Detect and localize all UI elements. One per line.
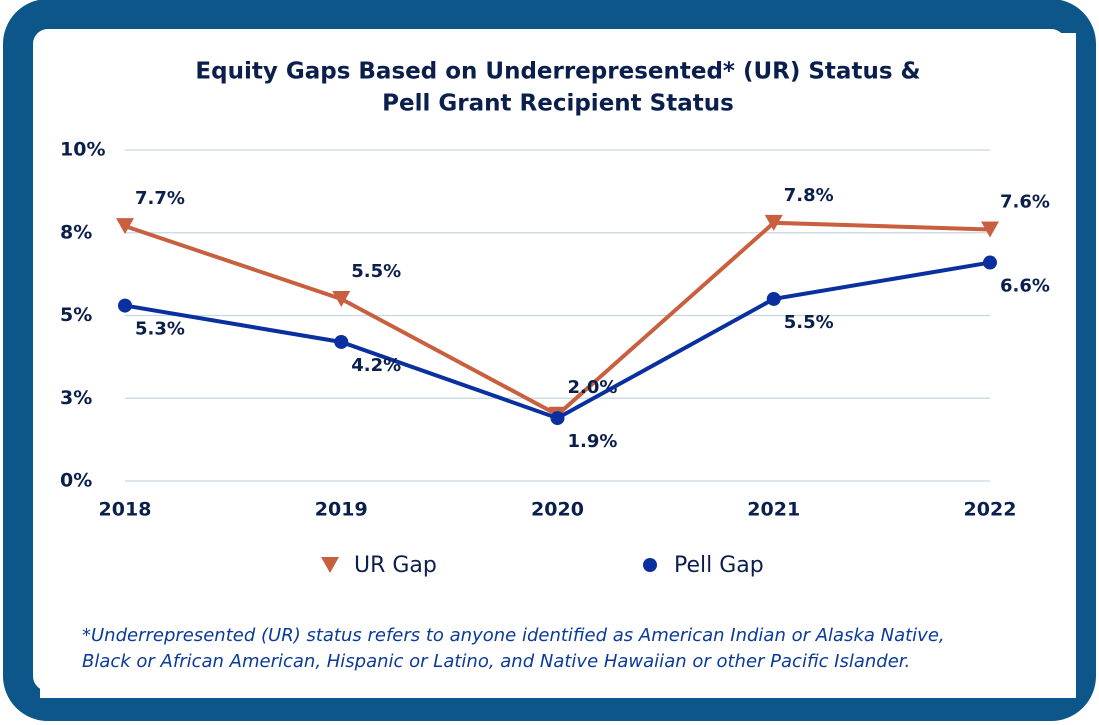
data-label: 6.6% [1000, 276, 1050, 297]
marker [766, 291, 781, 306]
y-tick-label: 8% [60, 221, 92, 243]
data-label: 4.2% [351, 355, 401, 376]
legend-label: UR Gap [354, 553, 437, 578]
y-tick-label: 0% [60, 470, 92, 492]
marker [550, 411, 565, 426]
data-label: 5.3% [135, 319, 185, 340]
marker [981, 221, 999, 238]
data-label: 5.5% [351, 261, 401, 282]
marker [332, 290, 351, 307]
panel [40, 33, 1076, 698]
marker [118, 298, 132, 313]
legend-label: Pell Gap [674, 553, 764, 578]
data-label: 7.7% [135, 188, 185, 209]
x-tick-label: 2020 [531, 499, 584, 521]
data-label: 7.8% [784, 185, 834, 206]
x-tick-label: 2021 [747, 499, 800, 521]
chart-title: Pell Grant Recipient Status [382, 91, 734, 117]
data-label: 1.9% [568, 431, 618, 452]
footnote: *Underrepresented (UR) status refers to … [82, 625, 945, 646]
frame [3, 0, 1096, 721]
legend-marker [643, 558, 657, 572]
x-tick-label: 2022 [964, 499, 1017, 521]
marker [983, 255, 997, 270]
data-label: 5.5% [784, 312, 834, 333]
y-tick-label: 10% [60, 139, 105, 161]
marker [764, 214, 783, 231]
x-tick-label: 2018 [99, 499, 152, 521]
chart-title: Equity Gaps Based on Underrepresented* (… [195, 59, 920, 85]
y-tick-label: 5% [60, 304, 92, 326]
marker [334, 334, 349, 349]
legend-marker [321, 557, 339, 573]
data-label: 7.6% [1000, 191, 1050, 212]
y-tick-label: 3% [60, 387, 92, 409]
footnote: Black or African American, Hispanic or L… [82, 651, 910, 672]
x-tick-label: 2019 [315, 499, 368, 521]
marker [116, 218, 134, 235]
